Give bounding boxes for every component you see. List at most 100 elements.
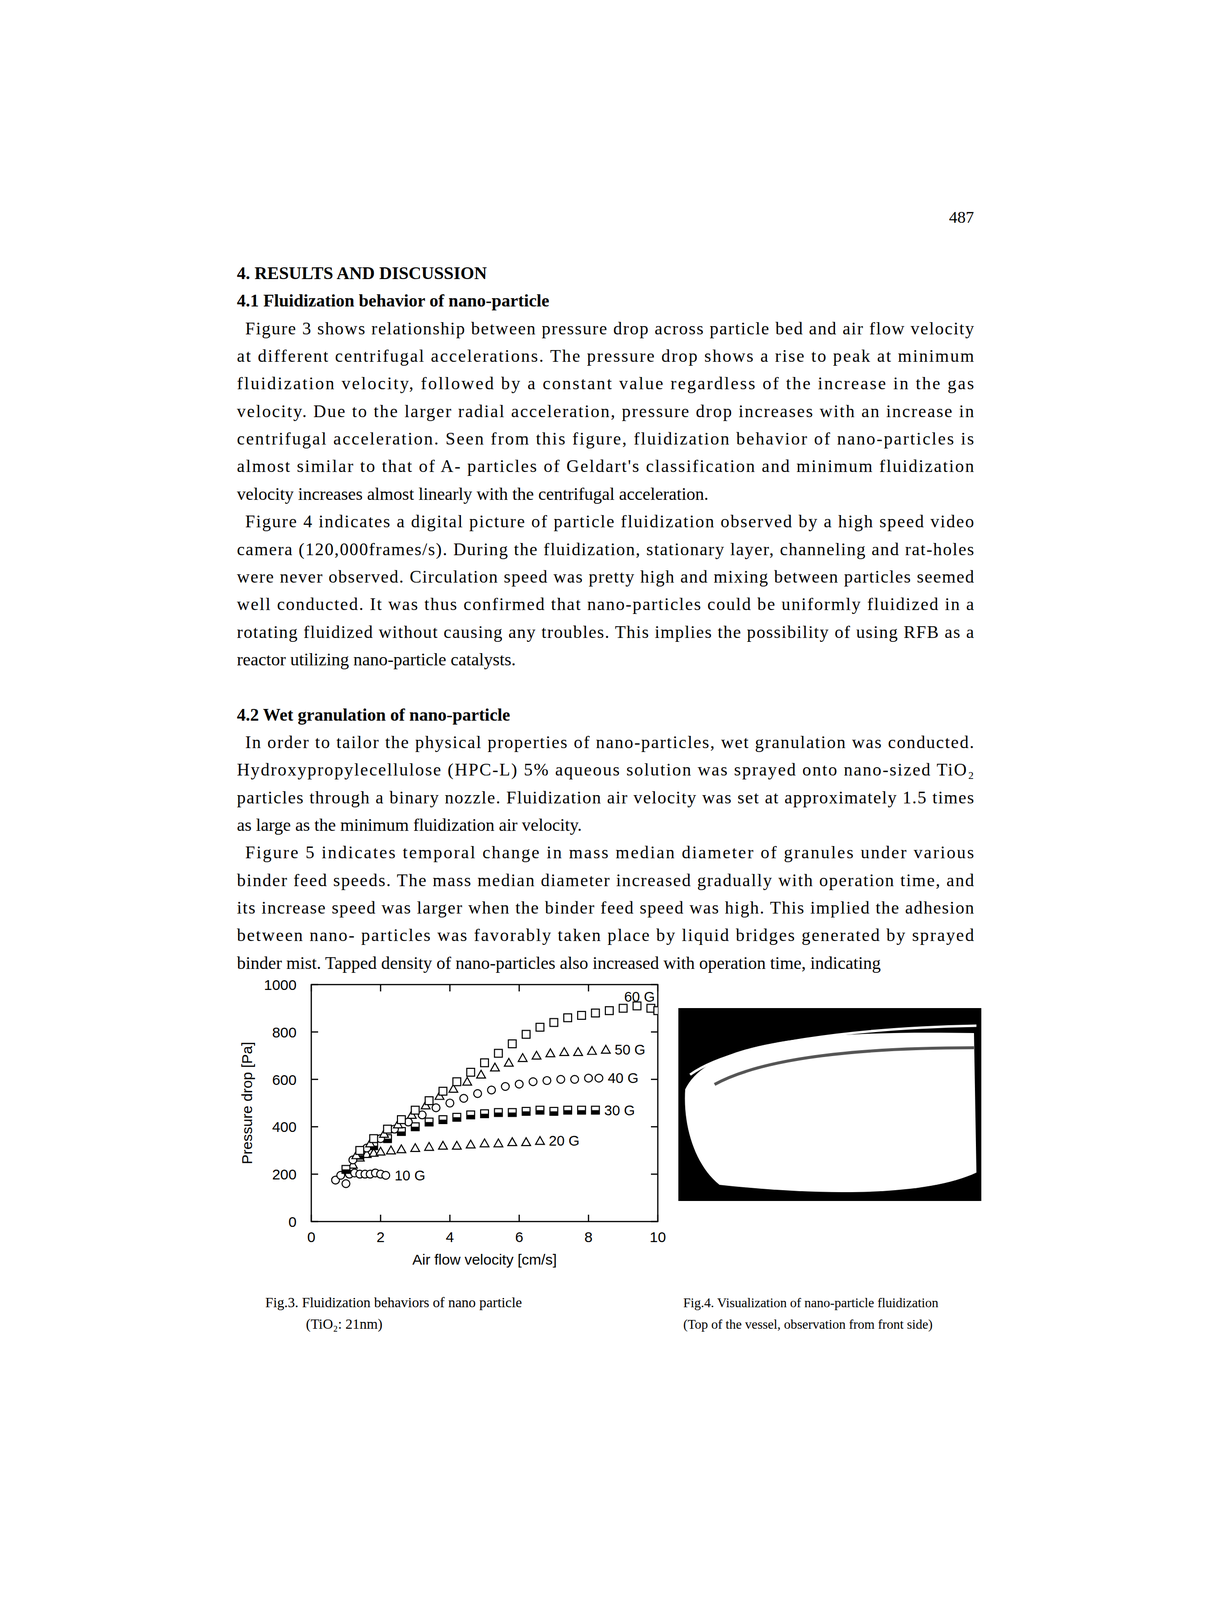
data-point [577,1011,586,1020]
marker-fill [452,1116,461,1121]
x-tick-top [310,984,313,992]
marker-outline [577,1106,586,1114]
x-tick [379,1214,382,1222]
data-point [522,1107,531,1115]
data-point [494,1048,503,1057]
marker-outline [342,1165,350,1174]
figure-caption: Fig.4. Visualization of nano-particle fl… [683,1295,939,1310]
data-point [445,1098,454,1107]
page: 4874. RESULTS AND DISCUSSION4.1 Fluidiza… [0,0,1228,1600]
paragraph-line: Hydroxypropylecellulose (HPC-L) 5% aqueo… [236,759,974,780]
paragraph-line: at different centrifugal accelerations. … [236,346,974,366]
chart: 024681002004006008001000Air flow velocit… [238,976,667,1268]
data-point [591,1106,600,1114]
marker-fill [397,1131,406,1136]
data-point [386,1145,396,1154]
y-axis-title: Pressure drop [Pa] [238,1041,255,1164]
section-heading: 4.2 Wet granulation of nano-particle [236,704,510,725]
data-point [508,1108,517,1116]
data-point [424,1142,434,1151]
paragraph-line: Figure 5 indicates temporal change in ma… [245,842,974,862]
data-point [490,1062,500,1071]
data-point [535,1022,544,1031]
paragraph-line: fluidization velocity, followed by a con… [236,373,974,394]
data-point [508,1137,517,1146]
marker-fill [550,1111,558,1115]
marker-fill [425,1121,434,1126]
data-point [504,1058,514,1066]
data-point [369,1134,378,1143]
marker-outline [550,1107,558,1115]
data-point [529,1077,537,1086]
data-point [563,1106,572,1114]
data-point [619,1003,627,1012]
page-background [0,0,1228,1600]
paragraph-line: reactor utilizing nano-particle catalyst… [236,649,516,670]
data-point [480,1138,489,1147]
data-point [587,1046,597,1055]
y-tick [311,1173,319,1175]
data-point [383,1124,392,1133]
marker-outline [425,1117,434,1126]
data-point [411,1122,419,1131]
data-point [556,1075,565,1084]
section-heading: 4.1 Fluidization behavior of nano-partic… [236,290,550,311]
marker-fill [480,1113,489,1118]
marker-outline [522,1107,531,1115]
data-point [381,1171,390,1180]
data-point [466,1067,475,1076]
marker-fill [535,1110,544,1114]
x-tick-top [379,984,382,992]
figure-caption: (TiO₂: 21nm) [305,1315,383,1332]
x-tick-label: 0 [307,1228,316,1245]
marker-fill [466,1114,475,1119]
data-point [487,1085,496,1094]
y-tick-right [650,1078,658,1080]
marker-fill [494,1112,503,1116]
y-tick-label: 1000 [263,976,297,993]
x-tick-top [518,984,521,992]
y-tick [311,1031,319,1033]
x-tick-top [587,984,590,992]
data-point [563,1013,572,1022]
marker-outline [563,1106,572,1114]
marker-fill [591,1110,600,1114]
marker-outline [591,1106,600,1114]
paragraph-line: centrifugal acceleration. Seen from this… [236,428,974,449]
page-number: 487 [949,208,974,227]
paragraph-line: its increase speed was larger when the b… [236,897,974,918]
paragraph-line: rotating fluidized without causing any t… [236,622,974,642]
photo-wall-edge [690,1025,977,1075]
data-point [410,1143,420,1152]
paragraph-line: Figure 4 indicates a digital picture of … [245,511,974,532]
data-point [550,1018,558,1026]
plot-frame [311,984,658,1222]
data-point [355,1146,364,1155]
data-point [522,1030,531,1039]
paragraph-line: were never observed. Circulation speed w… [236,566,974,587]
data-point [577,1106,586,1114]
data-point [466,1139,476,1148]
y-tick-label: 200 [272,1165,297,1182]
data-point [653,1006,658,1015]
paragraph-line: almost similar to that of A- particles o… [236,456,974,476]
x-tick [587,1214,590,1222]
photo-background [678,1007,982,1201]
paragraph-line: well conducted. It was thus confirmed th… [236,594,974,614]
paragraph-line: as large as the minimum fluidization air… [236,814,582,835]
data-point [425,1096,434,1105]
data-point [397,1115,406,1124]
marker-outline [452,1112,461,1121]
data-point [515,1079,524,1088]
y-tick-label: 0 [288,1213,297,1230]
data-point [508,1039,517,1048]
marker-fill [577,1110,586,1114]
marker-outline [494,1108,503,1116]
data-point [476,1069,486,1078]
series-label: 50 G [614,1041,646,1058]
y-tick-right [650,1173,658,1175]
marker-outline [480,1109,489,1118]
x-tick-top [449,984,451,992]
y-tick [311,1078,319,1080]
figure-caption: (Top of the vessel, observation from fro… [683,1316,933,1332]
